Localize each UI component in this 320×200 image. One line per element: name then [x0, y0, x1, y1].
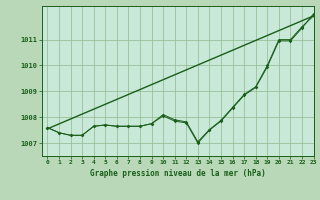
X-axis label: Graphe pression niveau de la mer (hPa): Graphe pression niveau de la mer (hPa) [90, 169, 266, 178]
